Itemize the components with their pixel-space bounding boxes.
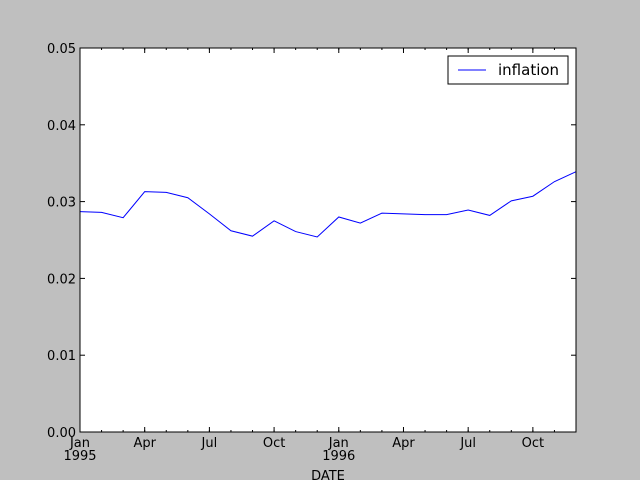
- y-tick-label: 0.02: [47, 272, 76, 287]
- x-tick-label: Oct: [263, 436, 285, 451]
- series-layer: [79, 171, 577, 238]
- x-tick-year-label: 1995: [63, 449, 96, 464]
- legend-label: inflation: [498, 61, 559, 79]
- x-tick-label: Apr: [133, 436, 156, 451]
- x-axis-label: DATE: [311, 469, 345, 480]
- y-axis: 0.00 0.01 0.02 0.03 0.04 0.05: [47, 42, 576, 441]
- y-tick-label: 0.00: [47, 426, 76, 441]
- x-tick-label: Oct: [522, 436, 544, 451]
- x-tick-label: Jan: [69, 436, 90, 451]
- x-tick-label: Jul: [201, 436, 218, 451]
- x-tick-label: Jan: [328, 436, 349, 451]
- y-tick-label: 0.04: [47, 119, 76, 134]
- y-tick-label: 0.01: [47, 349, 76, 364]
- plot-frame: [79, 47, 577, 433]
- legend-box: [447, 55, 569, 85]
- x-tick-label: Apr: [392, 436, 415, 451]
- plot-area: [80, 48, 576, 432]
- x-tick-year-label: 1996: [322, 449, 355, 464]
- legend: inflation: [447, 55, 569, 85]
- x-tick-label: Jul: [459, 436, 476, 451]
- series-line-inflation: [79, 171, 577, 238]
- y-tick-label: 0.03: [47, 196, 76, 211]
- y-tick-label: 0.05: [47, 42, 76, 57]
